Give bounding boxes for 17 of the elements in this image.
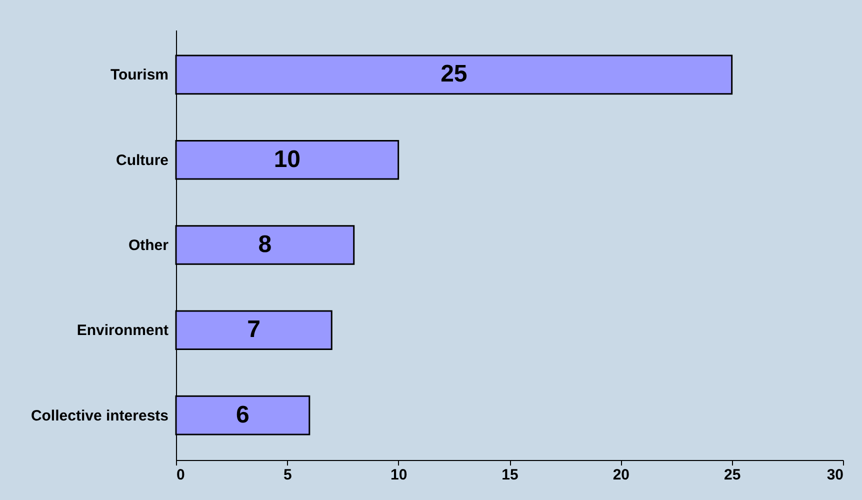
y-tick-label: Tourism	[110, 66, 168, 84]
y-tick-label: Collective interests	[30, 407, 168, 424]
y-tick-label: Other	[128, 237, 169, 254]
x-tick-label: 30	[826, 466, 844, 484]
data-label: 6	[236, 401, 250, 428]
x-tick-label: 5	[283, 466, 292, 484]
x-tick-label: 25	[724, 466, 741, 484]
y-tick-label: Environment	[76, 322, 168, 340]
x-tick-label: 15	[502, 466, 518, 484]
data-label: 7	[247, 316, 260, 344]
data-label: 25	[440, 60, 468, 88]
x-tick-label: 20	[612, 466, 630, 484]
y-tick-label: Culture	[116, 152, 168, 169]
data-label: 8	[258, 231, 272, 258]
x-tick-label: 10	[390, 466, 408, 484]
data-label: 10	[274, 146, 301, 173]
x-tick-label: 0	[176, 466, 185, 484]
